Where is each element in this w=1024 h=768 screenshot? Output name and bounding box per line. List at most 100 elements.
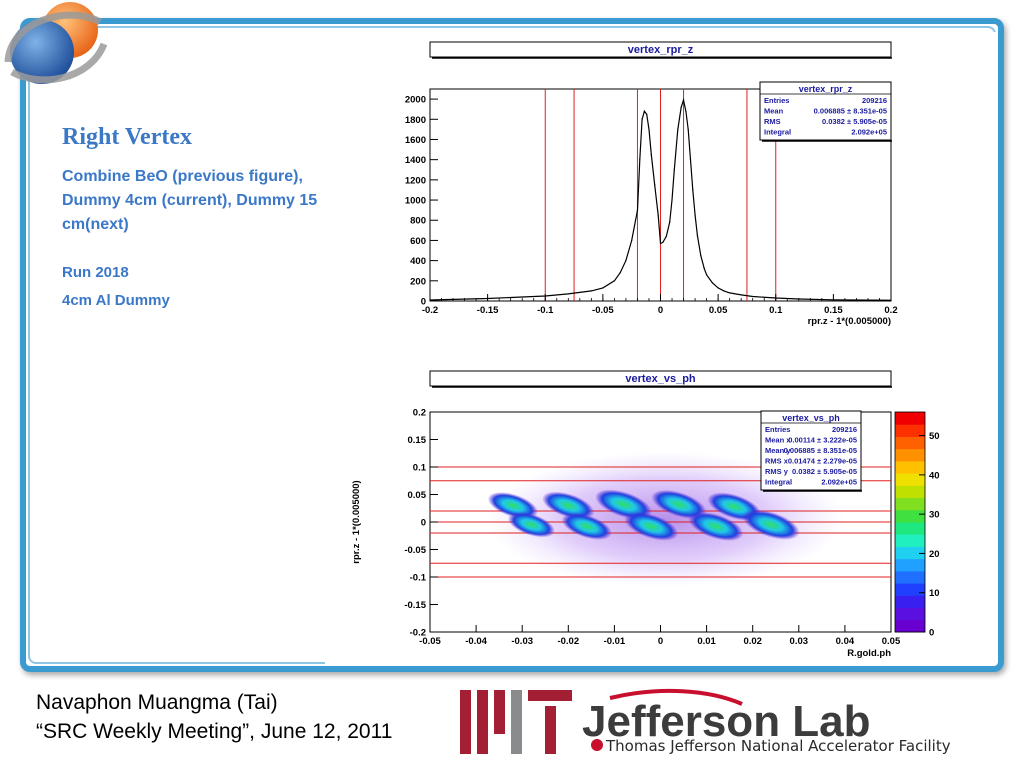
scatter-x-tick-label: -0.02 bbox=[557, 636, 579, 647]
scatter-stats-key: Integral bbox=[765, 478, 792, 487]
hist-y-tick-label: 1400 bbox=[405, 155, 426, 166]
hist-point bbox=[567, 293, 569, 295]
scatter-stats-value: 0.0382 ± 5.905e-05 bbox=[792, 467, 857, 476]
scatter-y-tick-label: -0.05 bbox=[404, 545, 426, 556]
hist-x-tick-label: 0.05 bbox=[709, 305, 728, 316]
hist-y-tick-label: 1200 bbox=[405, 175, 426, 186]
hist-x-tick-label: 0.1 bbox=[769, 305, 783, 316]
scatter-stats-key: RMS x bbox=[765, 457, 789, 466]
color-scale-bin bbox=[895, 412, 925, 425]
jlab-name: Jefferson Lab bbox=[582, 697, 871, 746]
hist-x-tick-label: 0.15 bbox=[824, 305, 843, 316]
hist-x-tick-label: 0 bbox=[658, 305, 663, 316]
hist-stats-value: 209216 bbox=[862, 96, 887, 105]
globe-logo-icon bbox=[4, 2, 108, 84]
hist-point bbox=[711, 282, 713, 284]
scatter-x-tick-label: 0.02 bbox=[743, 636, 762, 647]
hist-point bbox=[669, 221, 671, 223]
hist-x-tick-label: -0.05 bbox=[592, 305, 614, 316]
hist-point bbox=[648, 128, 650, 130]
hist-point bbox=[636, 209, 639, 211]
scatter-y-axis-label: rpr.z - 1*(0.005000) bbox=[351, 480, 362, 563]
jlab-tagline: Thomas Jefferson National Accelerator Fa… bbox=[605, 737, 951, 755]
scatter-cluster bbox=[561, 513, 612, 540]
scatter-cluster bbox=[595, 489, 653, 520]
hist-point bbox=[613, 280, 615, 282]
hist-stats-box bbox=[759, 81, 892, 141]
hist-stats-key: Integral bbox=[764, 128, 791, 137]
color-scale-bin bbox=[895, 534, 925, 547]
scatter-cluster bbox=[742, 509, 800, 540]
hist-point bbox=[631, 239, 633, 242]
scatter-cluster bbox=[688, 511, 744, 541]
hist-y-tick-label: 1800 bbox=[405, 115, 426, 126]
hist-point bbox=[689, 159, 692, 161]
color-scale-bin bbox=[895, 497, 925, 511]
hist-point bbox=[673, 169, 675, 171]
color-scale-bin bbox=[895, 570, 925, 584]
target-label: 4cm Al Dummy bbox=[62, 292, 170, 309]
hist-point bbox=[639, 159, 641, 161]
hist-point bbox=[677, 128, 679, 130]
hist-x-tick-label: -0.2 bbox=[422, 305, 438, 316]
plot-panel: vertex_rpr_z -0.2 -0.15 -0.1 -0.05 0 0.05 0.1 0.… bbox=[325, 32, 997, 664]
hist-point bbox=[703, 268, 705, 270]
hist-y-tick-label: 600 bbox=[410, 236, 426, 247]
color-scale-frame bbox=[894, 411, 926, 633]
color-scale-tick-label: 20 bbox=[929, 549, 940, 560]
scatter-x-tick-label: 0.05 bbox=[882, 636, 901, 647]
color-scale-bin bbox=[895, 473, 925, 486]
hist-point bbox=[685, 110, 687, 112]
scatter-title-box bbox=[429, 370, 892, 387]
hist-point bbox=[619, 272, 621, 274]
hist-y-tick-label: 200 bbox=[410, 276, 426, 287]
footer-author: Navaphon Muangma (Tai) bbox=[36, 691, 278, 714]
hist-stats-key: RMS bbox=[764, 117, 781, 126]
scatter-cluster bbox=[651, 489, 707, 519]
color-scale-bin bbox=[895, 522, 925, 535]
scatter-y-tick-label: 0 bbox=[421, 518, 426, 529]
scatter-cluster bbox=[542, 491, 595, 520]
footer-meeting: “SRC Weekly Meeting”, June 12, 2011 bbox=[36, 720, 393, 743]
color-scale-bin bbox=[895, 595, 925, 609]
color-scale-tick-label: 10 bbox=[929, 588, 940, 599]
scatter-y-tick-label: -0.2 bbox=[410, 628, 426, 639]
scatter-background-cloud bbox=[485, 451, 845, 588]
hist-point bbox=[687, 128, 689, 130]
scatter-stats-box bbox=[760, 410, 862, 491]
color-scale-bin bbox=[895, 436, 925, 450]
color-scale-tick-label: 30 bbox=[929, 510, 940, 521]
scatter-x-tick-label: 0.03 bbox=[790, 636, 809, 647]
hist-stats-value: 0.006885 ± 8.351e-05 bbox=[814, 107, 887, 116]
hist-stats-name: vertex_rpr_z bbox=[799, 84, 853, 94]
scatter-x-tick-label: 0.01 bbox=[697, 636, 716, 647]
mit-logo-icon bbox=[460, 690, 572, 754]
hist-stats-value: 0.0382 ± 5.905e-05 bbox=[822, 117, 887, 126]
scatter-stats-value: 0.006885 ± 8.351e-05 bbox=[784, 446, 857, 455]
scatter-x-tick-label: -0.05 bbox=[419, 636, 441, 647]
hist-point bbox=[682, 99, 685, 101]
scatter-y-tick-label: 0.1 bbox=[413, 463, 427, 474]
color-scale-bin bbox=[895, 460, 925, 474]
hist-x-tick-label: -0.15 bbox=[477, 305, 499, 316]
color-scale-bin bbox=[895, 607, 925, 621]
scatter-stats-value: 0.00114 ± 3.222e-05 bbox=[788, 436, 857, 445]
hist-point bbox=[694, 214, 696, 216]
scatter-stats-value: 2.092e+05 bbox=[821, 478, 857, 487]
hist-point bbox=[729, 292, 731, 294]
scatter-y-tick-label: -0.15 bbox=[404, 600, 426, 611]
hist-title: vertex_rpr_z bbox=[628, 44, 694, 56]
color-scale-bin bbox=[895, 546, 925, 560]
color-scale-bin bbox=[895, 424, 925, 437]
hist-x-tick-label: -0.1 bbox=[537, 305, 554, 316]
hist-point bbox=[641, 118, 643, 120]
scatter-stats-key: RMS y bbox=[765, 467, 789, 476]
scatter-x-tick-label: 0.04 bbox=[836, 636, 855, 647]
plots-canvas: vertex_rpr_z -0.2 -0.15 -0.1 -0.05 0 0.05 0.1 0.… bbox=[351, 41, 940, 659]
color-scale-bin bbox=[895, 509, 925, 523]
hist-y-tick-label: 800 bbox=[410, 216, 426, 227]
color-scale-tick-label: 40 bbox=[929, 470, 940, 481]
hist-point bbox=[700, 254, 702, 257]
hist-point bbox=[692, 189, 694, 191]
scatter-y-tick-label: 0.15 bbox=[408, 435, 427, 446]
